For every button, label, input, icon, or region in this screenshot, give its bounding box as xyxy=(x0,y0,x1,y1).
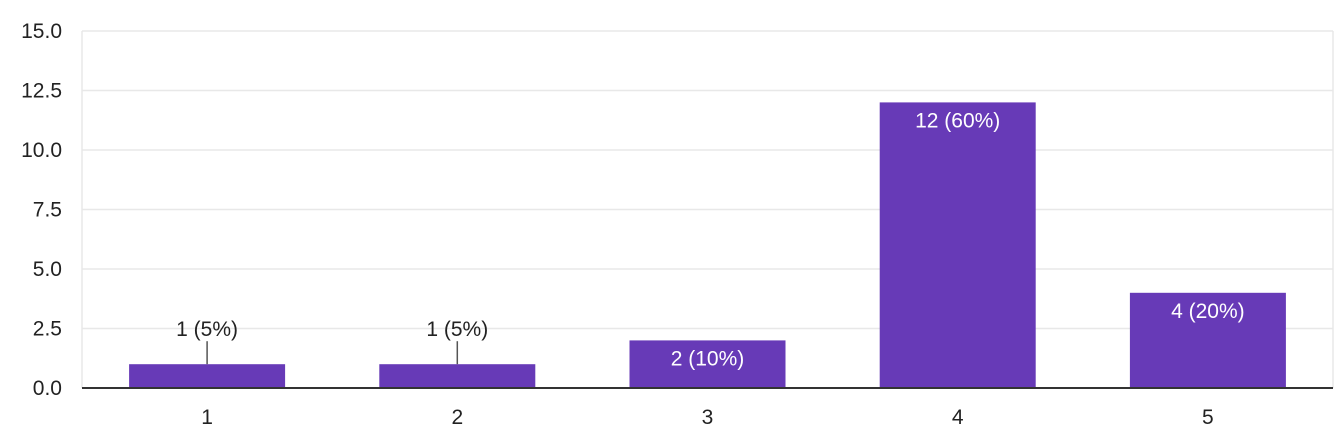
data-label: 12 (60%) xyxy=(915,109,1000,132)
data-label: 1 (5%) xyxy=(176,318,238,341)
bar xyxy=(1129,292,1286,388)
y-tick-label: 12.5 xyxy=(21,80,62,103)
y-tick-label: 7.5 xyxy=(33,199,62,222)
data-labels: 1 (5%) 1 (5%) 2 (10%) 12 (60%) 4 (20%) xyxy=(176,109,1244,370)
gridlines xyxy=(81,30,1334,388)
y-tick-label: 0.0 xyxy=(33,377,62,400)
x-tick-label: 4 xyxy=(952,406,964,429)
bar xyxy=(129,364,286,388)
y-tick-label: 5.0 xyxy=(33,258,62,281)
axes: 0.0 2.5 5.0 7.5 10.0 12.5 15.0 1 2 3 4 5 xyxy=(21,20,1333,429)
x-tick-label: 5 xyxy=(1202,406,1214,429)
y-tick-label: 10.0 xyxy=(21,139,62,162)
data-label: 4 (20%) xyxy=(1171,300,1245,323)
bar xyxy=(879,102,1036,389)
x-tick-label: 2 xyxy=(451,406,463,429)
bar xyxy=(629,340,786,388)
y-tick-label: 2.5 xyxy=(33,318,62,341)
data-label: 2 (10%) xyxy=(671,347,745,370)
bar xyxy=(379,364,536,388)
y-tick-label: 15.0 xyxy=(21,20,62,43)
bars xyxy=(129,102,1286,389)
x-tick-label: 1 xyxy=(201,406,213,429)
data-label: 1 (5%) xyxy=(426,318,488,341)
x-tick-label: 3 xyxy=(702,406,714,429)
